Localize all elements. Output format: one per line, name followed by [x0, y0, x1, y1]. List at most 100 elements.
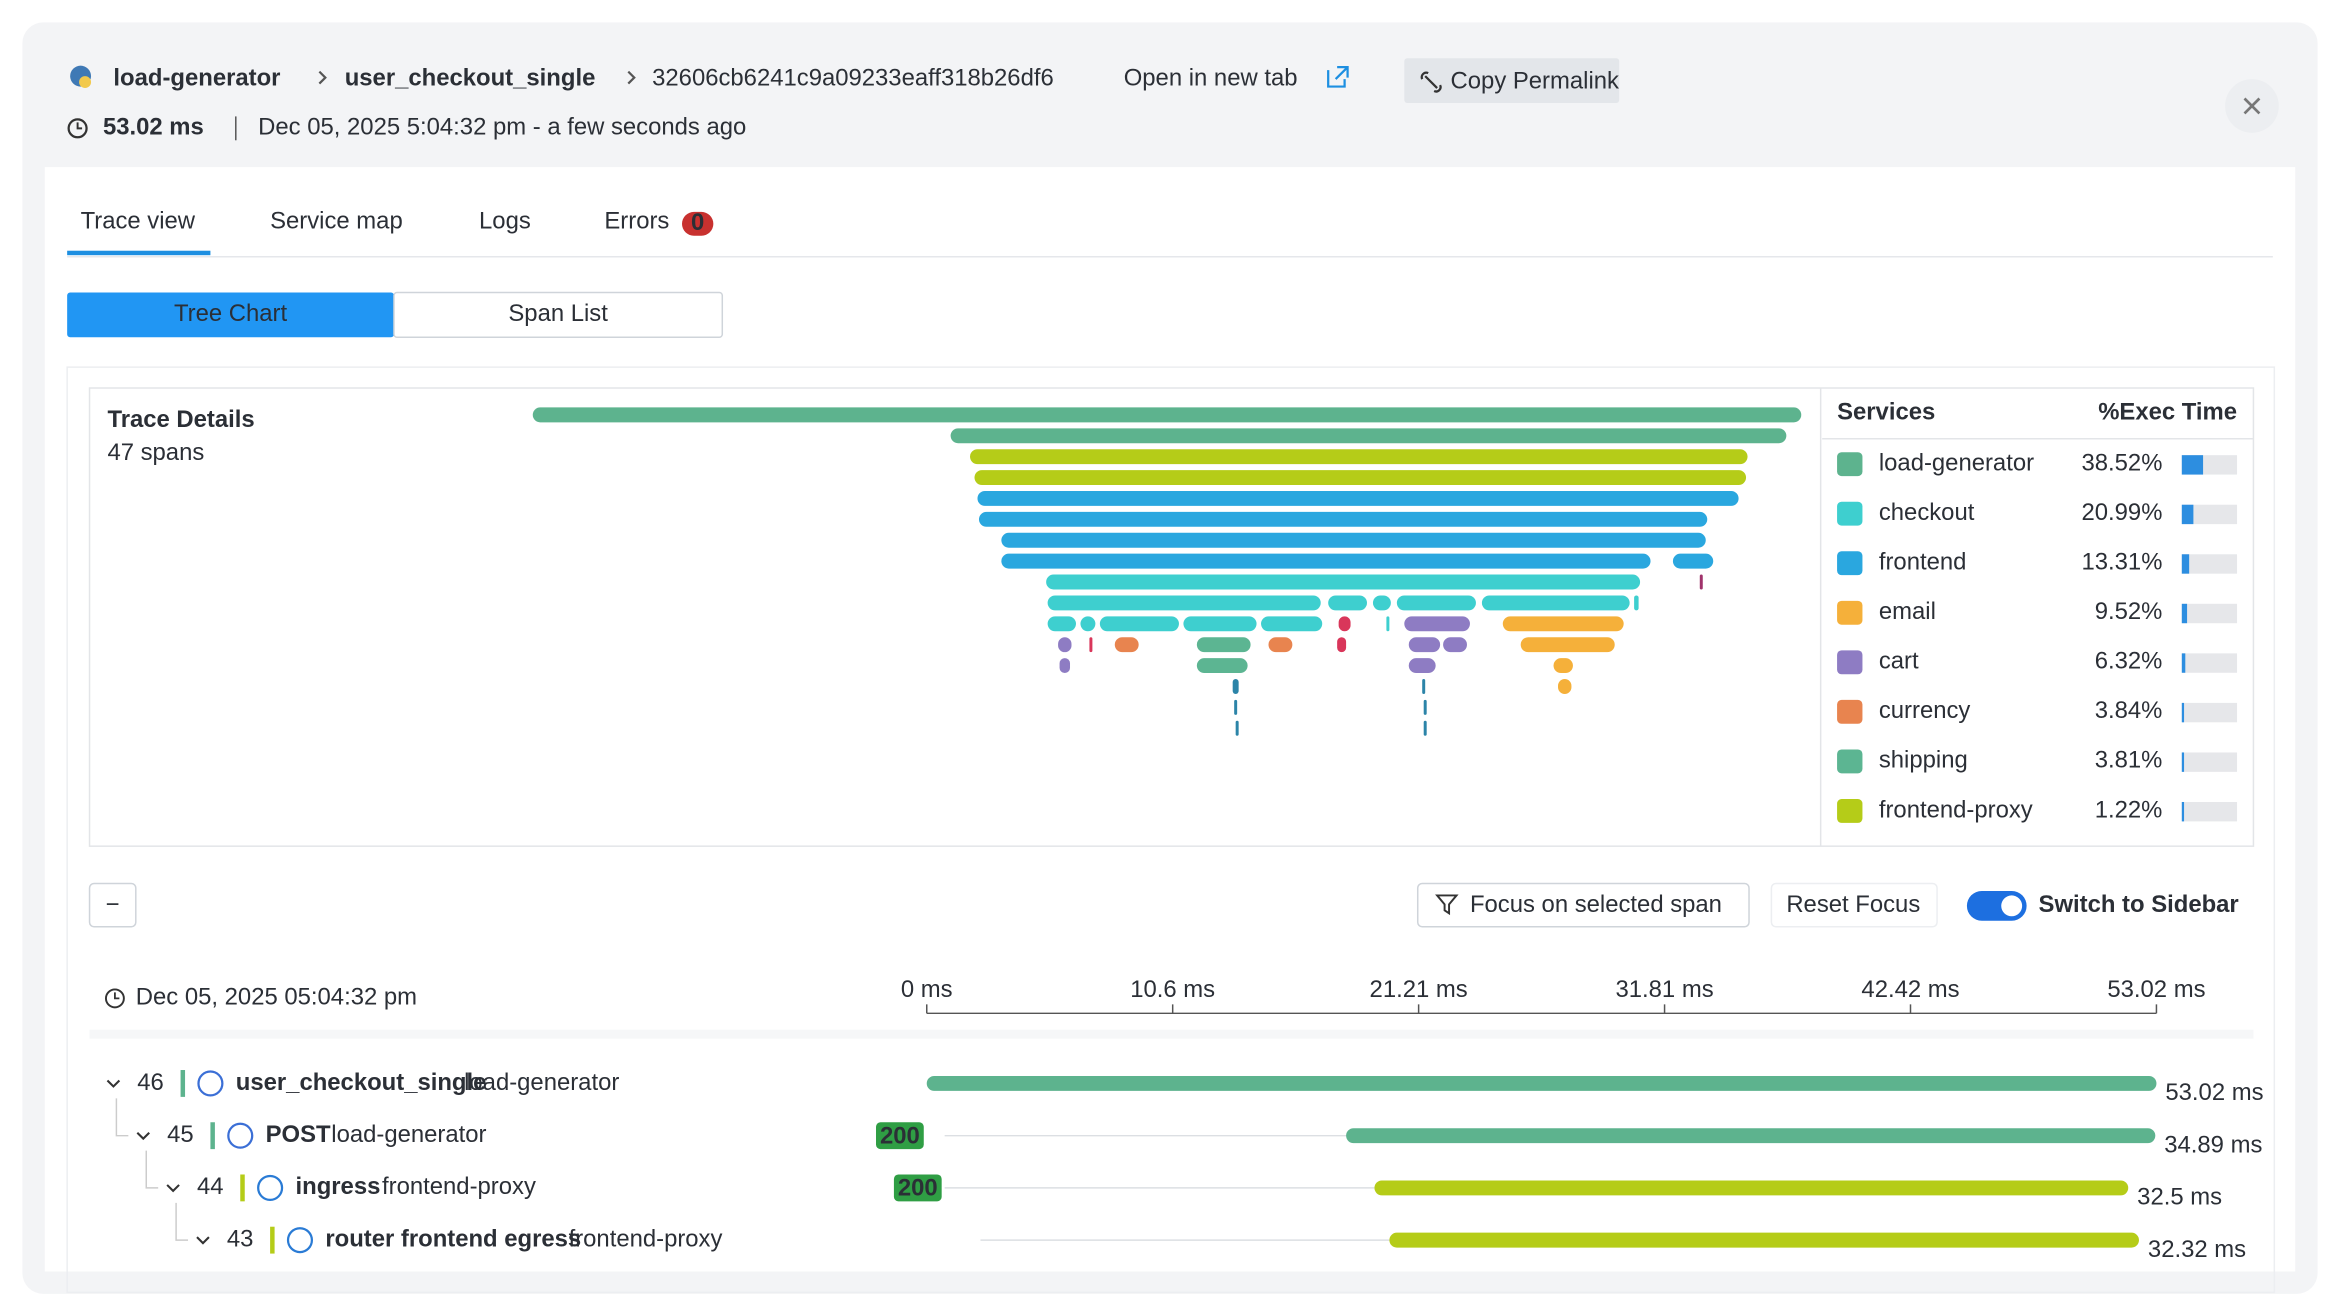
tab[interactable]: Logs — [479, 208, 531, 235]
exec-bar-bg — [2181, 801, 2238, 822]
span-service: frontend-proxy — [382, 1173, 536, 1200]
chart-outer — [66, 366, 2276, 1294]
copy-button[interactable] — [1404, 58, 1620, 103]
tab[interactable]: Trace view — [81, 208, 196, 235]
time-tick-label: 21.21 ms — [1370, 976, 1468, 1003]
flame-span — [1502, 616, 1624, 632]
span-bar — [926, 1075, 2157, 1091]
span-service: load-generator — [331, 1121, 486, 1148]
flame-span — [1422, 679, 1426, 694]
flame-span — [1423, 699, 1427, 715]
collapse-label[interactable]: − — [106, 891, 120, 918]
flame-span — [1196, 637, 1251, 653]
status-badge — [876, 1122, 924, 1150]
tab[interactable]: Service map — [270, 208, 403, 235]
flame-span — [1089, 637, 1093, 653]
service-swatch — [1837, 452, 1863, 477]
service-color — [180, 1070, 186, 1097]
toggle-label[interactable]: Span List — [508, 300, 608, 327]
duration: 53.02 ms — [103, 114, 204, 141]
services-header: Services — [1837, 399, 1935, 426]
reset-label[interactable]: Reset Focus — [1786, 891, 1920, 918]
flame-span — [1386, 616, 1390, 632]
span-icon — [227, 1122, 254, 1149]
service-name: checkout — [1879, 499, 1975, 526]
exec-bar-bg — [2181, 504, 2238, 525]
flame-span — [1408, 637, 1441, 653]
focus-button[interactable] — [1416, 882, 1750, 928]
close-icon — [2243, 97, 2261, 115]
service-link[interactable]: load-generator — [113, 64, 280, 91]
expand-chevron[interactable] — [166, 1184, 180, 1193]
chevron — [318, 70, 327, 85]
time-tick-label: 53.02 ms — [2107, 976, 2205, 1003]
toggle-label[interactable]: Tree Chart — [174, 300, 288, 327]
flame-span — [1443, 637, 1467, 653]
flame-span — [1099, 616, 1179, 632]
tab[interactable]: Errors — [604, 208, 669, 235]
flame-span — [1520, 637, 1615, 653]
service-swatch — [1837, 551, 1863, 576]
focus-label[interactable]: Focus on selected span — [1470, 891, 1722, 918]
span-icon — [286, 1227, 314, 1254]
flame-span — [1699, 574, 1703, 590]
flame-span — [978, 511, 1708, 527]
service-name: cart — [1879, 648, 1919, 675]
exec-bar — [2181, 603, 2188, 624]
copy-button-label: Copy Permalink — [1451, 67, 1619, 94]
reset-button[interactable] — [1770, 882, 1938, 928]
flame-span — [1634, 595, 1639, 611]
span-bar — [1389, 1232, 2139, 1248]
flame-span — [1114, 637, 1139, 653]
status-badge — [893, 1174, 942, 1202]
exec-time: 3.84% — [2095, 697, 2163, 724]
clock-icon — [104, 988, 125, 1009]
expand-chevron[interactable] — [196, 1236, 210, 1245]
service-color — [240, 1174, 245, 1202]
exec-bar — [2181, 801, 2185, 822]
span-name: router frontend egress — [325, 1225, 581, 1252]
toggle-inactive[interactable] — [393, 291, 724, 339]
status-code: 200 — [898, 1175, 938, 1202]
flame-span — [1423, 720, 1427, 736]
collapse-button[interactable] — [88, 882, 137, 928]
flame-span — [1553, 658, 1573, 674]
expand-chevron[interactable] — [136, 1131, 150, 1141]
trace-id: 32606cb6241c9a09233eaff318b26df6 — [652, 64, 1054, 91]
span-id: 44 — [197, 1173, 224, 1200]
span-id: 46 — [137, 1069, 164, 1096]
service-name: frontend — [1879, 549, 1967, 576]
span-name: ingress — [295, 1173, 380, 1200]
exec-time: 13.31% — [2081, 549, 2162, 576]
flame-span — [1235, 720, 1239, 736]
sidebar-label[interactable]: Switch to Sidebar — [2039, 891, 2239, 918]
error-badge — [682, 211, 714, 236]
time-tick-label: 42.42 ms — [1861, 976, 1959, 1003]
service-swatch — [1837, 799, 1863, 823]
flame-span — [1234, 699, 1238, 715]
expand-chevron[interactable] — [106, 1079, 121, 1088]
exec-header: %Exec Time — [2098, 399, 2237, 426]
exec-bar-bg — [2181, 702, 2238, 723]
exec-time: 9.52% — [2095, 598, 2163, 625]
flame-span — [1338, 616, 1351, 632]
flame-span — [1481, 595, 1630, 611]
span-icon — [197, 1070, 224, 1097]
service-name: frontend-proxy — [1879, 796, 2033, 823]
toggle-active[interactable] — [67, 292, 394, 338]
flame-span — [1337, 637, 1347, 653]
exec-bar — [2181, 702, 2185, 723]
span-duration: 34.89 ms — [2164, 1131, 2262, 1158]
flame-span — [1372, 595, 1391, 611]
service-swatch — [1837, 501, 1863, 526]
exec-bar — [2181, 653, 2186, 673]
flame-span — [1047, 616, 1076, 632]
flame-span — [1183, 616, 1257, 632]
chevron — [627, 70, 636, 85]
open-link[interactable]: Open in new tab — [1124, 64, 1298, 91]
exec-time: 3.81% — [2095, 747, 2163, 774]
flame-span — [970, 449, 1748, 465]
span-duration: 53.02 ms — [2165, 1079, 2263, 1106]
